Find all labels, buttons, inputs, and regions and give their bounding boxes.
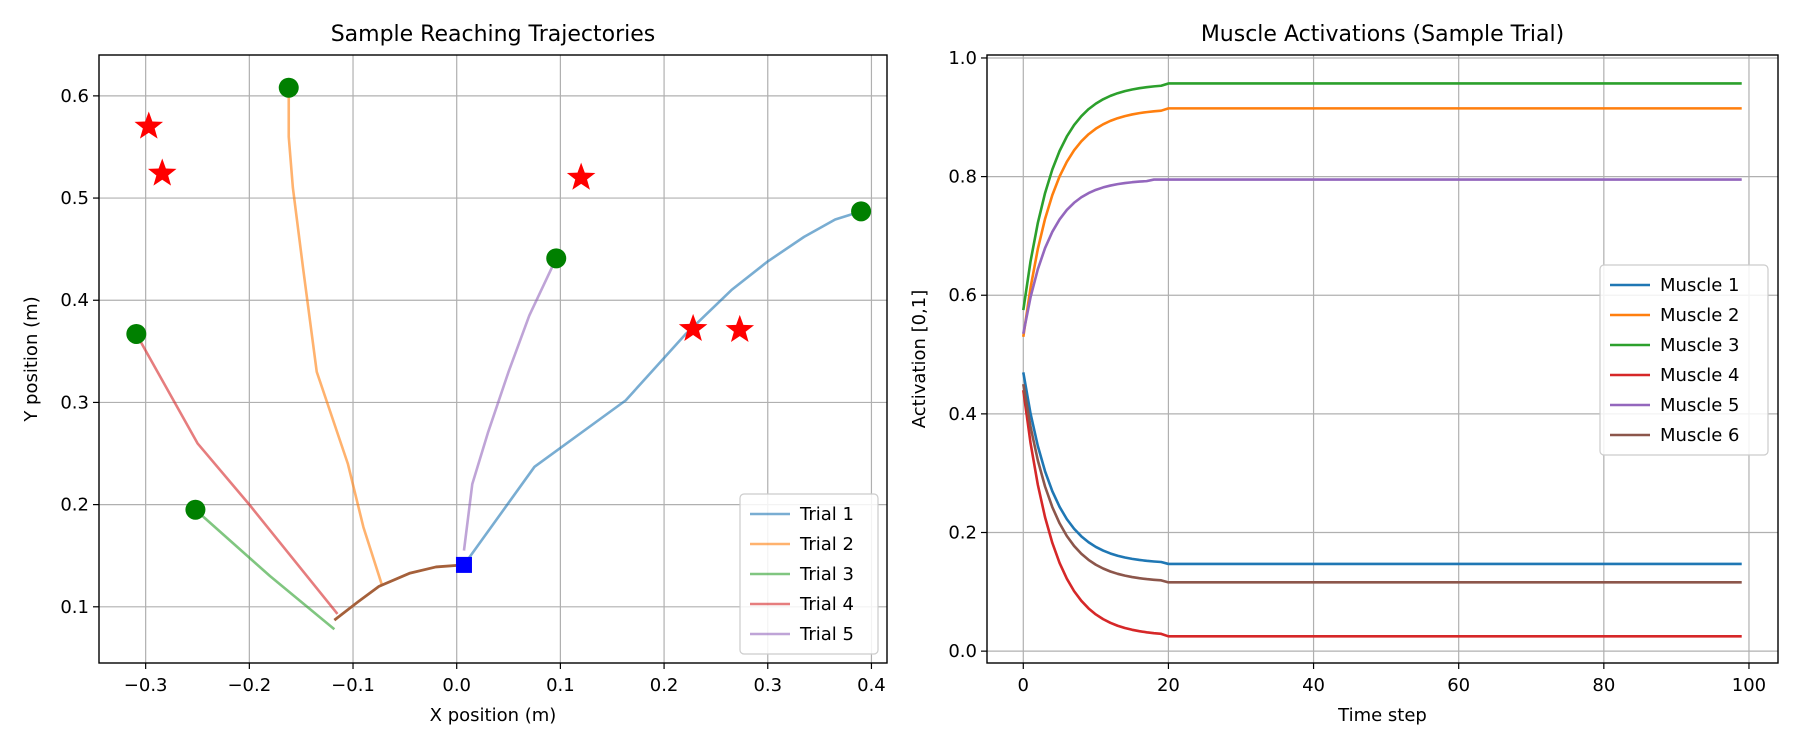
shared-trajectory-line [333,563,465,622]
legend-label: Trial 2 [799,534,854,555]
x-tick-label: 0.2 [650,675,679,696]
legend-label: Trial 5 [799,624,854,645]
x-tick-label: 100 [1732,675,1766,696]
target-star [566,162,596,190]
end-point [126,323,147,344]
y-tick-label: 0.4 [948,404,977,425]
y-tick-label: 0.5 [60,188,89,209]
y-tick-label: 0.4 [60,290,89,311]
activation-line [1021,82,1742,311]
x-axis-label: Time step [1337,705,1427,726]
legend-label: Muscle 5 [1660,395,1739,416]
x-tick-label: 0.1 [546,675,575,696]
target-star [678,313,708,341]
x-tick-label: −0.1 [331,675,375,696]
end-point [278,77,299,98]
trajectory-line [194,508,336,631]
legend-label: Trial 1 [799,504,854,525]
target-star [134,111,164,139]
trajectory-line [287,87,384,586]
trajectory-lines [135,87,862,631]
chart-title: Sample Reaching Trajectories [331,22,656,47]
legend-label: Muscle 3 [1660,335,1739,356]
legend-label: Muscle 4 [1660,365,1739,386]
target-star [725,314,755,343]
end-point [546,248,567,269]
x-tick-label: 0.4 [857,675,886,696]
end-point [185,499,206,520]
trajectory-line [462,257,558,551]
y-tick-label: 0.6 [60,86,89,107]
y-tick-label: 0.2 [948,523,977,544]
chart-title: Muscle Activations (Sample Trial) [1201,22,1564,47]
y-tick-label: 0.8 [948,167,977,188]
y-tick-label: 0.1 [60,597,89,618]
legend-label: Trial 4 [799,594,854,615]
activation-line [1022,383,1742,584]
legend-box [1599,264,1769,456]
x-tick-label: −0.2 [227,675,271,696]
trajectory-line [135,333,339,615]
x-tick-label: 40 [1302,675,1325,696]
start-point [455,556,472,573]
x-tick-label: 20 [1157,675,1180,696]
legend-label: Muscle 2 [1660,305,1739,326]
legend-box [739,493,879,655]
x-tick-label: 0.0 [442,675,471,696]
plot-frame [98,54,888,664]
x-tick-label: 60 [1447,675,1470,696]
end-point [851,201,872,222]
y-axis-label: Activation [0,1] [909,290,930,429]
legend-label: Muscle 1 [1660,275,1739,296]
y-tick-label: 0.6 [948,285,977,306]
activation-line [1022,372,1742,566]
activation-line [1021,389,1742,638]
x-axis-label: X position (m) [430,705,557,726]
activation-line [1021,107,1742,337]
trajectory-chart: −0.3 −0.2 −0.1 0.0 0.1 0.2 0.3 0.4 0.1 0.2 0.3 0.4 0… [21,22,888,726]
y-tick-label: 0.2 [60,495,89,516]
activation-line [1022,178,1742,335]
plot-frame [986,54,1779,664]
x-tick-label: 0.3 [753,675,782,696]
x-tick-label: −0.3 [124,675,168,696]
y-tick-label: 1.0 [948,48,977,69]
activation-lines [1021,82,1742,638]
y-tick-label: 0.3 [60,392,89,413]
y-tick-label: 0.0 [948,641,977,662]
legend-label: Muscle 6 [1660,425,1739,446]
legend-label: Trial 3 [799,564,854,585]
y-axis-label: Y position (m) [21,296,42,422]
x-tick-label: 0 [1018,675,1029,696]
target-star [147,158,177,186]
x-tick-label: 80 [1592,675,1615,696]
trajectory-line [462,210,862,566]
muscle-activation-chart: 0 20 40 60 80 100 0.0 0.2 0.4 0.6 0.8 1.0 Muscle Act… [909,22,1779,726]
